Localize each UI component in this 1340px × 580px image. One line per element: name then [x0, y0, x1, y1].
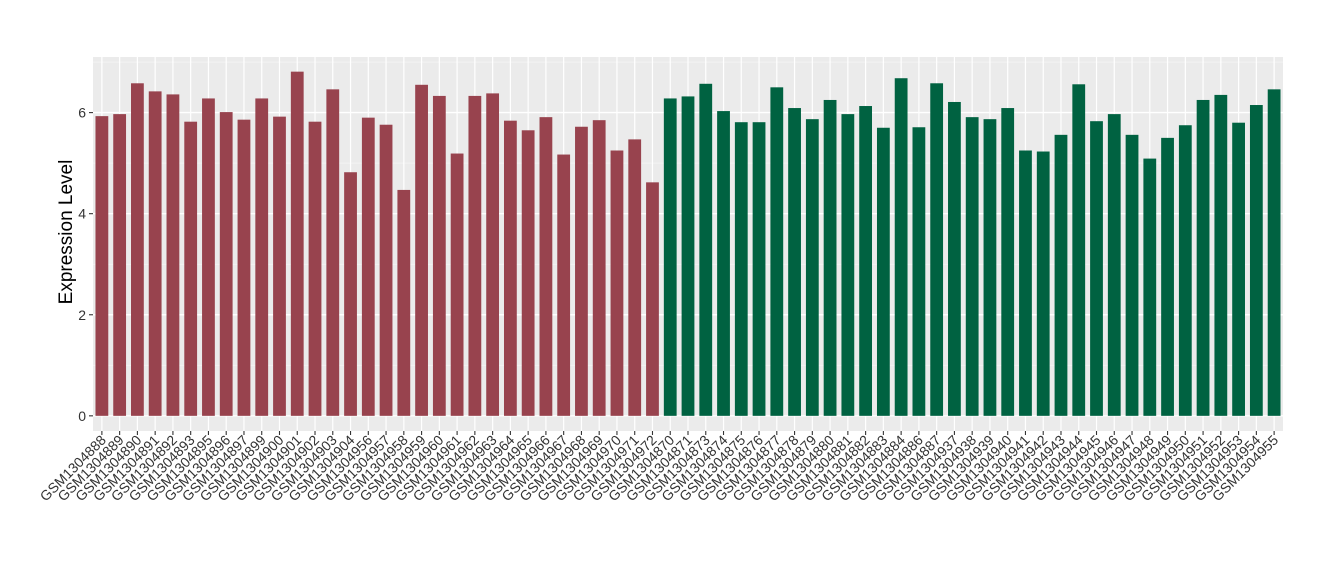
bar-GSM1304897	[237, 119, 251, 416]
bar-GSM1304882	[859, 106, 873, 416]
bar-GSM1304965	[521, 130, 535, 416]
y-tick-label: 2	[78, 307, 86, 323]
bar-GSM1304957	[379, 124, 393, 416]
bar-GSM1304951	[1196, 99, 1210, 416]
y-tick-label: 6	[78, 105, 86, 121]
bar-GSM1304904	[344, 172, 357, 416]
bar-GSM1304970	[610, 150, 624, 416]
bar-GSM1304938	[965, 117, 979, 416]
bar-GSM1304879	[805, 119, 819, 416]
bar-GSM1304960	[432, 95, 446, 416]
bar-GSM1304943	[1054, 134, 1068, 416]
bar-GSM1304945	[1090, 121, 1103, 416]
bar-GSM1304967	[557, 154, 571, 416]
bar-GSM1304884	[894, 78, 908, 416]
bar-GSM1304964	[503, 120, 517, 416]
bar-GSM1304899	[255, 98, 269, 416]
bar-GSM1304893	[184, 121, 198, 416]
bar-GSM1304900	[273, 116, 286, 416]
bar-GSM1304940	[1001, 108, 1015, 416]
x-axis: GSM1304888GSM1304889GSM1304890GSM1304891…	[37, 431, 1281, 504]
y-axis-title: Expression Level	[56, 160, 77, 305]
bar-GSM1304890	[131, 83, 144, 416]
bar-GSM1304874	[717, 111, 730, 416]
bar-GSM1304947	[1125, 134, 1139, 416]
bar-GSM1304889	[113, 114, 127, 416]
bar-GSM1304971	[628, 139, 642, 416]
y-tick-label: 0	[78, 408, 86, 424]
bar-GSM1304966	[539, 117, 553, 416]
bar-GSM1304969	[592, 120, 606, 416]
bar-GSM1304870	[663, 98, 677, 416]
bar-GSM1304901	[290, 71, 304, 416]
bar-GSM1304892	[166, 94, 180, 416]
bar-GSM1304902	[308, 121, 322, 416]
y-axis: 0 2 4 6	[78, 105, 93, 424]
bar-GSM1304880	[823, 99, 837, 416]
y-tick-label: 4	[78, 206, 86, 222]
bar-GSM1304887	[930, 83, 944, 416]
bar-GSM1304873	[699, 83, 713, 416]
bar-GSM1304876	[752, 122, 766, 416]
bar-GSM1304903	[326, 89, 340, 416]
bar-GSM1304950	[1178, 125, 1192, 416]
bar-GSM1304875	[734, 122, 748, 416]
bar-GSM1304956	[361, 117, 375, 416]
bar-GSM1304962	[468, 95, 482, 416]
bar-GSM1304963	[486, 93, 500, 416]
bar-GSM1304871	[681, 96, 695, 416]
bar-GSM1304895	[202, 98, 215, 416]
bars	[95, 71, 1281, 416]
bar-GSM1304961	[450, 153, 464, 416]
bar-GSM1304953	[1232, 122, 1245, 416]
bar-GSM1304878	[788, 108, 801, 416]
bar-GSM1304958	[397, 189, 411, 416]
bar-GSM1304883	[876, 127, 890, 416]
bar-GSM1304939	[983, 119, 997, 416]
bar-GSM1304954	[1249, 105, 1263, 416]
bar-GSM1304968	[575, 126, 588, 416]
bar-GSM1304972	[646, 182, 659, 416]
bar-GSM1304949	[1161, 137, 1174, 416]
bar-GSM1304942	[1036, 151, 1050, 416]
bar-GSM1304946	[1107, 114, 1121, 416]
bar-GSM1304955	[1267, 89, 1281, 416]
bar-GSM1304944	[1072, 84, 1086, 416]
bar-GSM1304948	[1143, 158, 1157, 416]
bar-GSM1304952	[1214, 94, 1228, 416]
bar-GSM1304877	[770, 87, 784, 416]
bar-GSM1304896	[219, 112, 233, 416]
bar-GSM1304888	[95, 116, 109, 416]
bar-GSM1304941	[1019, 150, 1032, 416]
bar-GSM1304891	[148, 91, 162, 416]
bar-GSM1304937	[948, 101, 961, 416]
bar-GSM1304886	[912, 127, 926, 416]
bar-GSM1304959	[415, 84, 428, 416]
bar-GSM1304881	[841, 114, 855, 416]
